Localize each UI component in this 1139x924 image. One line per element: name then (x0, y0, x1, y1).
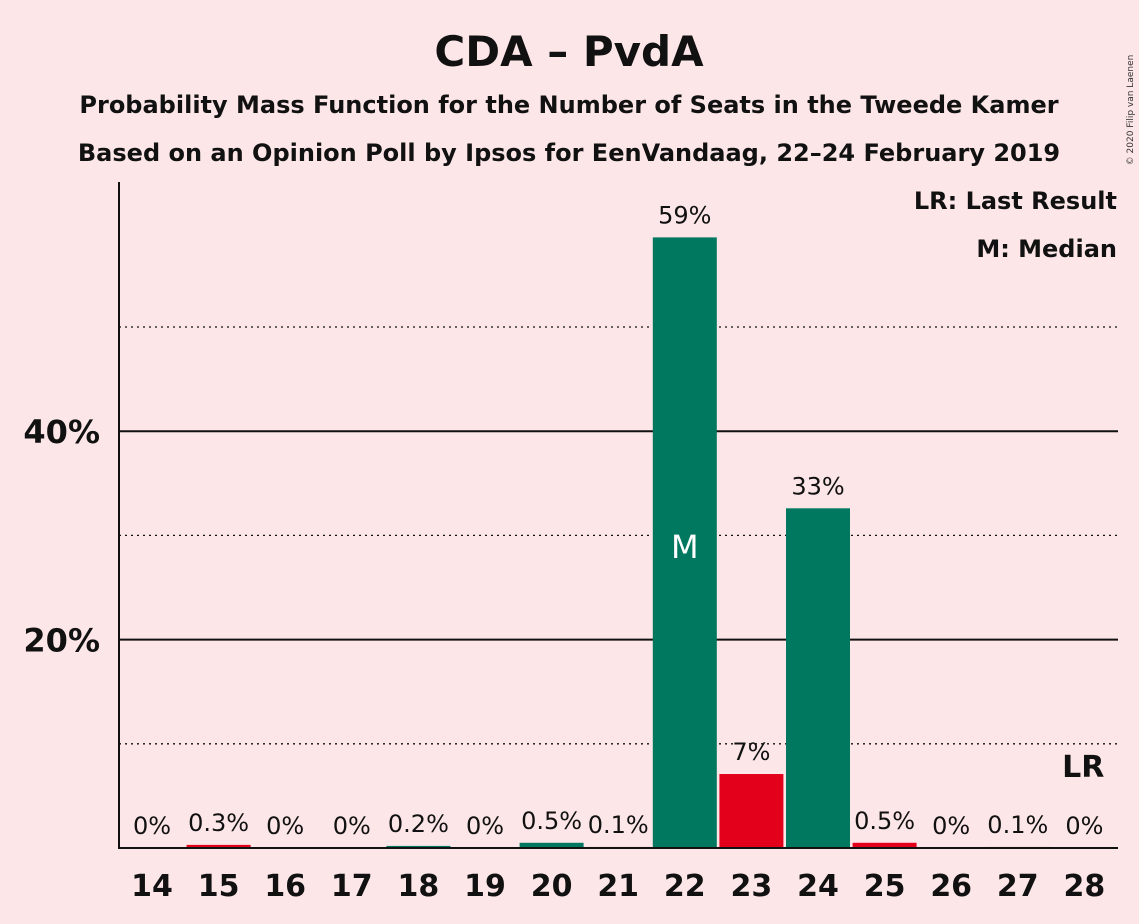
data-label-25: 0.5% (854, 807, 915, 835)
x-tick-label-21: 21 (597, 869, 639, 904)
x-tick-label-23: 23 (731, 869, 773, 904)
median-marker: M (671, 528, 699, 566)
bars (186, 237, 1050, 848)
x-tick-label-17: 17 (331, 869, 373, 904)
data-label-26: 0% (932, 812, 970, 840)
data-label-23: 7% (732, 738, 770, 766)
data-label-19: 0% (466, 812, 504, 840)
gridlines (119, 326, 1118, 745)
x-tick-label-20: 20 (531, 869, 573, 904)
chart-subtitle-2: Based on an Opinion Poll by Ipsos for Ee… (78, 139, 1060, 167)
bar-18 (386, 845, 451, 848)
bar-23 (719, 774, 784, 848)
bar-24 (786, 508, 850, 848)
x-tick-label-22: 22 (664, 869, 706, 904)
y-tick-labels: 20% 40% (23, 413, 100, 659)
data-label-20: 0.5% (521, 807, 582, 835)
data-label-17: 0% (333, 812, 371, 840)
y-tick-label: 40% (23, 413, 100, 451)
x-tick-label-15: 15 (198, 869, 240, 904)
legend-last-result: LR: Last Result (914, 187, 1117, 215)
data-label-15: 0.3% (188, 809, 249, 837)
x-tick-label-28: 28 (1064, 869, 1106, 904)
x-tick-label-25: 25 (864, 869, 906, 904)
data-label-16: 0% (266, 812, 304, 840)
chart-subtitle-1: Probability Mass Function for the Number… (79, 91, 1058, 119)
x-tick-label-27: 27 (997, 869, 1039, 904)
data-label-bg (791, 470, 845, 501)
data-label-14: 0% (133, 812, 171, 840)
data-label-bg (657, 199, 712, 230)
x-tick-label-16: 16 (264, 869, 306, 904)
x-tick-label-26: 26 (930, 869, 972, 904)
x-tick-label-19: 19 (464, 869, 506, 904)
chart-title: CDA – PvdA (434, 27, 704, 76)
bar-15 (186, 844, 251, 848)
x-tick-labels: 14 15 16 17 18 19 20 21 22 23 24 25 26 27 28 (131, 869, 1105, 904)
copyright-note: © 2020 Filip van Laenen (1126, 55, 1136, 166)
bar-25 (852, 842, 917, 848)
legend-median: M: Median (976, 235, 1117, 263)
data-labels: 0% 0.3% 0% 0% 0.2% 0% 0.5% 0.1%59%7%33%0.5% 0% 0.… (133, 199, 1104, 840)
y-tick-label: 20% (23, 622, 100, 660)
data-label-28: 0% (1065, 812, 1103, 840)
data-label-27: 0.1% (987, 811, 1048, 839)
bar-22 (652, 237, 717, 848)
bar-20 (519, 842, 584, 848)
data-label-21: 0.1% (588, 811, 649, 839)
last-result-marker: LR (1062, 750, 1104, 785)
x-tick-label-24: 24 (797, 869, 839, 904)
data-label-18: 0.2% (388, 810, 449, 838)
data-label-22: 59% (658, 201, 711, 229)
data-label-24: 33% (791, 472, 844, 500)
x-tick-label-14: 14 (131, 869, 173, 904)
x-tick-label-18: 18 (398, 869, 440, 904)
